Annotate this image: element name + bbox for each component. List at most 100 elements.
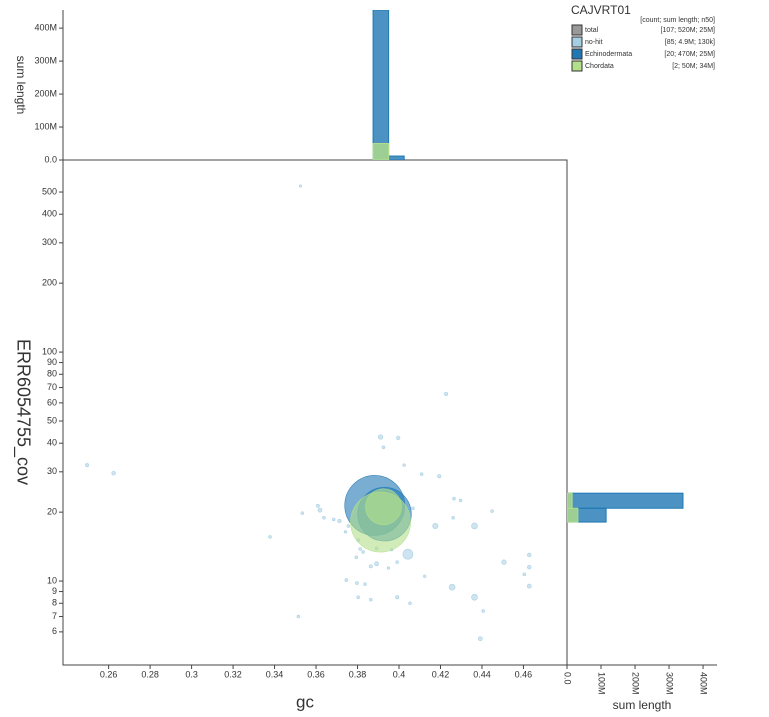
legend-header: [count; sum length; n50] (640, 17, 715, 24)
point (423, 574, 427, 578)
y-tick-label: 7 (52, 611, 57, 621)
x-tick-label: 300M (665, 672, 675, 695)
point (448, 583, 456, 591)
point (490, 509, 494, 513)
point (355, 581, 359, 585)
point (111, 470, 116, 476)
point (381, 445, 386, 450)
point (522, 572, 527, 577)
y-tick-label: 80 (47, 369, 57, 379)
y-tick-label: 40 (47, 438, 57, 448)
point (527, 552, 532, 558)
y-tick-label: 400 (42, 209, 57, 219)
point (501, 559, 507, 565)
legend-swatch (571, 36, 583, 48)
legend-counts: [20; 470M; 25M] (664, 51, 715, 58)
y-tick-label: 50 (47, 415, 57, 425)
y-tick-label: 400M (34, 23, 57, 33)
x-tick-label: 0.42 (432, 669, 450, 679)
legend-name: Echinodermata (585, 51, 632, 58)
point (402, 548, 414, 560)
legend-swatch (571, 48, 583, 60)
hist-bar (388, 155, 405, 160)
point (526, 583, 532, 589)
y-tick-label: 300 (42, 237, 57, 247)
point (396, 435, 401, 440)
point (432, 523, 439, 529)
x-tick-label: 0.26 (100, 669, 118, 679)
point (363, 582, 367, 586)
x-tick-label: 200M (631, 672, 641, 695)
y-tick-label: 200 (42, 278, 57, 288)
point (298, 184, 302, 188)
top-hist-label: sum length (14, 56, 28, 115)
point (296, 614, 301, 619)
y-tick-label: 6 (52, 626, 57, 636)
y-tick-label: 20 (47, 507, 57, 517)
legend-title: CAJVRT01 (571, 3, 631, 17)
y-tick-label: 70 (47, 382, 57, 392)
x-tick-label: 0.34 (266, 669, 284, 679)
point (395, 560, 399, 564)
y-tick-label: 8 (52, 598, 57, 608)
y-tick-label: 60 (47, 397, 57, 407)
legend-swatch (571, 24, 583, 36)
point (411, 506, 415, 511)
point (395, 595, 400, 600)
point (386, 566, 391, 570)
point (369, 597, 373, 602)
legend-counts: [2; 50M; 34M] (672, 63, 715, 70)
point (451, 515, 455, 520)
point (458, 498, 463, 503)
legend-counts: [107; 520M; 25M] (661, 27, 716, 34)
point (419, 472, 424, 476)
point (316, 503, 320, 508)
y-tick-label: 200M (34, 88, 57, 98)
point (356, 595, 360, 600)
hist-bar (372, 10, 390, 160)
x-tick-label: 100M (597, 672, 607, 695)
x-tick-label: 0.36 (307, 669, 325, 679)
point (317, 507, 323, 513)
y-tick-label: 9 (52, 586, 57, 596)
y-tick-label: 500 (42, 186, 57, 196)
legend-name: no-hit (585, 39, 603, 46)
x-tick-label: 0.44 (473, 669, 491, 679)
legend-counts: [85; 4.9M; 130k] (665, 39, 715, 46)
x-tick-label: 0.32 (224, 669, 242, 679)
x-tick-label: 0.46 (515, 669, 533, 679)
point (337, 518, 342, 523)
hist-bar (567, 492, 684, 509)
x-axis-label: gc (296, 692, 314, 711)
point (322, 515, 326, 520)
point (85, 463, 90, 468)
x-tick-label: 0.38 (349, 669, 367, 679)
hist-bar (567, 492, 573, 509)
x-tick-label: 0.3 (185, 669, 198, 679)
x-tick-label: 0.4 (393, 669, 406, 679)
y-tick-label: 0.0 (44, 154, 57, 164)
point (354, 555, 359, 560)
y-axis-label: ERR6054755_cov (12, 339, 33, 485)
legend-swatch (571, 60, 583, 72)
y-tick-label: 100 (42, 346, 57, 356)
point (374, 561, 379, 567)
x-tick-label: 0.0 (563, 672, 573, 685)
right-hist-area (567, 492, 684, 523)
y-tick-label: 30 (47, 466, 57, 476)
point (408, 601, 412, 606)
hist-bar (567, 507, 579, 523)
point (527, 564, 532, 570)
scatter-area (85, 184, 532, 642)
legend-name: Chordata (585, 63, 614, 70)
point (471, 593, 478, 601)
point (452, 496, 456, 501)
point (343, 530, 348, 534)
point (377, 434, 384, 440)
point (358, 547, 362, 551)
y-tick-label: 10 (47, 575, 57, 585)
x-tick-label: 400M (699, 672, 709, 695)
point (346, 524, 351, 528)
point (368, 564, 373, 569)
